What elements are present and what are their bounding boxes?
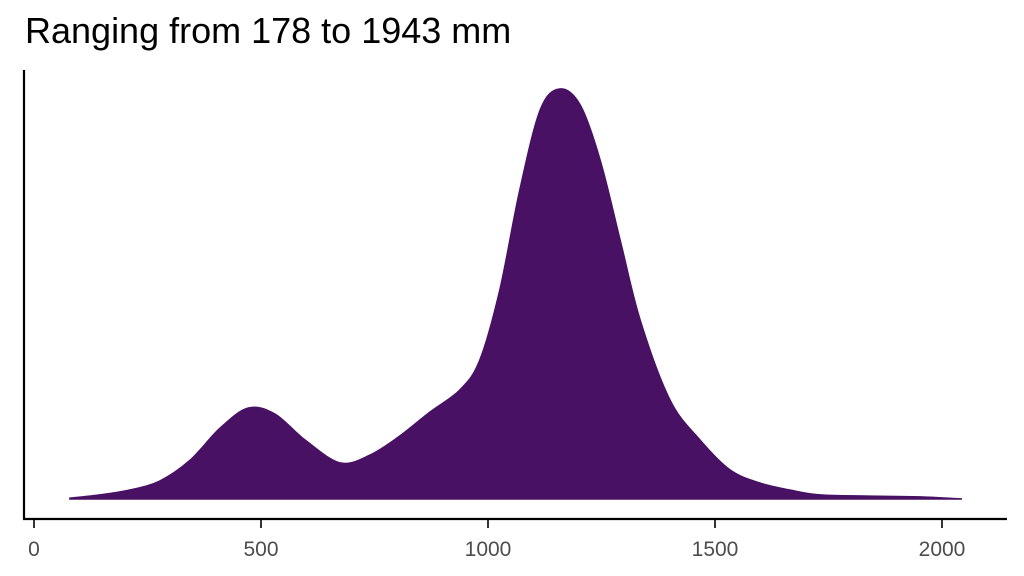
x-axis-ticks: 0 500 1000 1500 2000 bbox=[28, 520, 965, 561]
chart-title: Ranging from 178 to 1943 mm bbox=[25, 10, 512, 51]
x-tick-label: 0 bbox=[28, 538, 40, 561]
density-area bbox=[69, 88, 963, 500]
x-tick-label: 2000 bbox=[919, 538, 966, 561]
x-tick-label: 1000 bbox=[465, 538, 512, 561]
x-tick-label: 1500 bbox=[692, 538, 739, 561]
x-tick-label: 500 bbox=[243, 538, 278, 561]
